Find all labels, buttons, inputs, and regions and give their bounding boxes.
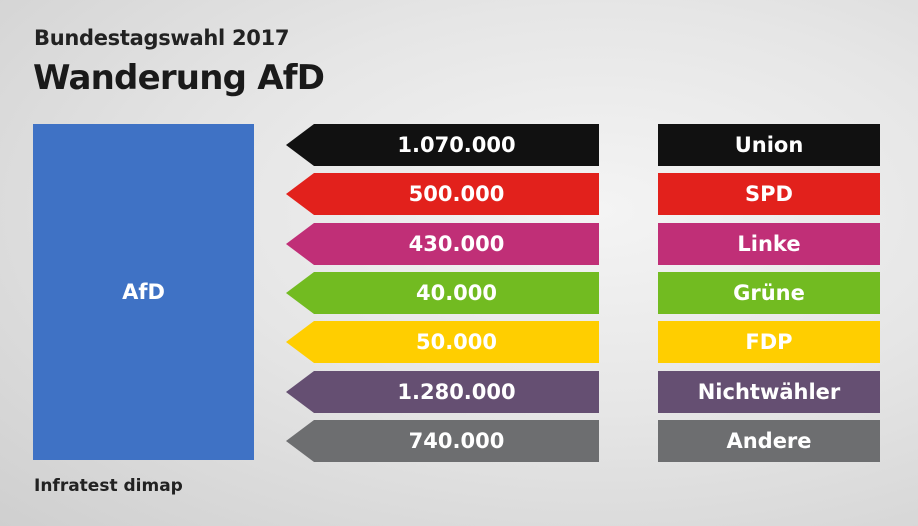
source-label: Infratest dimap <box>34 476 183 496</box>
party-label: SPD <box>745 182 793 206</box>
value-arrow-nichtwähler: 1.280.000 <box>286 371 599 413</box>
value-label: 50.000 <box>415 330 498 354</box>
chart-title: Wanderung AfD <box>33 58 325 98</box>
value-label: 430.000 <box>408 232 505 256</box>
party-label: FDP <box>745 330 793 354</box>
party-box-grüne: Grüne <box>658 272 880 314</box>
value-label: 740.000 <box>408 429 505 453</box>
value-arrow-andere: 740.000 <box>286 420 599 462</box>
chart-subtitle: Bundestagswahl 2017 <box>34 26 290 50</box>
afd-target-box: AfD <box>33 124 254 460</box>
party-label: Union <box>734 133 804 157</box>
value-label: 1.070.000 <box>397 133 516 157</box>
value-label: 1.280.000 <box>397 380 516 404</box>
party-box-linke: Linke <box>658 223 880 265</box>
value-label: 40.000 <box>415 281 498 305</box>
party-label: Andere <box>726 429 812 453</box>
value-label: 500.000 <box>408 182 505 206</box>
value-arrow-spd: 500.000 <box>286 173 599 215</box>
party-label: Linke <box>737 232 801 256</box>
value-arrow-grüne: 40.000 <box>286 272 599 314</box>
party-box-nichtwähler: Nichtwähler <box>658 371 880 413</box>
value-arrow-fdp: 50.000 <box>286 321 599 363</box>
value-arrow-union: 1.070.000 <box>286 124 599 166</box>
value-arrow-linke: 430.000 <box>286 223 599 265</box>
party-box-fdp: FDP <box>658 321 880 363</box>
party-box-spd: SPD <box>658 173 880 215</box>
party-label: Grüne <box>733 281 805 305</box>
party-label: Nichtwähler <box>697 380 841 404</box>
party-box-andere: Andere <box>658 420 880 462</box>
party-box-union: Union <box>658 124 880 166</box>
afd-target-label: AfD <box>122 280 165 304</box>
